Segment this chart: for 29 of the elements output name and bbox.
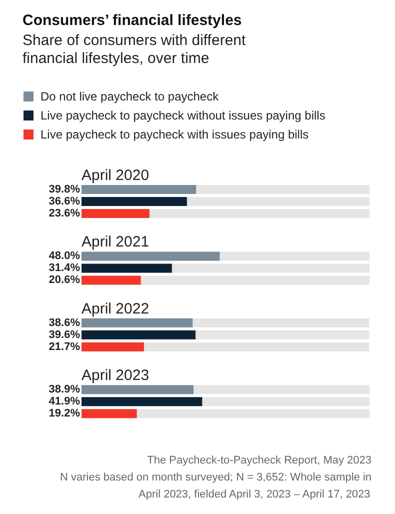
legend-label: Live paycheck to paycheck without issues paying bills bbox=[40, 108, 326, 122]
bar bbox=[82, 209, 150, 218]
data-label: 38.6% bbox=[48, 316, 80, 329]
data-label: 31.4% bbox=[48, 262, 80, 274]
y-tick-label: April 2022 bbox=[82, 300, 150, 318]
y-tick-label: April 2020 bbox=[82, 167, 150, 184]
data-label: 20.6% bbox=[48, 274, 80, 286]
bar bbox=[82, 276, 141, 285]
data-label: 48.0% bbox=[48, 250, 80, 262]
bar bbox=[82, 264, 172, 273]
text: April 2023, fielded April 3, 2023 – April 17, 2023 bbox=[138, 488, 370, 500]
data-label: 21.7% bbox=[48, 340, 80, 353]
y-tick-label: April 2021 bbox=[82, 234, 150, 251]
data-label: 41.9% bbox=[48, 396, 80, 408]
data-label: 23.6% bbox=[48, 208, 80, 220]
data-label: 36.6% bbox=[48, 196, 80, 208]
text: The Paycheck-to-Paycheck Report, May 2023 bbox=[147, 454, 372, 466]
text: N varies based on month surveyed; N = 3,652: Whole sample in bbox=[60, 472, 372, 484]
data-label: 39.6% bbox=[48, 328, 80, 341]
data-label: 39.8% bbox=[48, 184, 80, 196]
legend-label: Do not live paycheck to paycheck bbox=[40, 90, 220, 104]
bar bbox=[82, 409, 137, 418]
chart-subtitle: Share of consumers with different financial lifestyles, over time bbox=[22, 32, 246, 67]
legend-label: Live paycheck to paycheck with issues paying bills bbox=[40, 128, 309, 142]
chart-title: Consumers’ financial lifestyles bbox=[22, 12, 242, 29]
y-tick-label: April 2023 bbox=[82, 367, 150, 384]
bar bbox=[82, 342, 144, 352]
data-label: 38.9% bbox=[48, 384, 80, 396]
data-label: 19.2% bbox=[48, 408, 80, 420]
